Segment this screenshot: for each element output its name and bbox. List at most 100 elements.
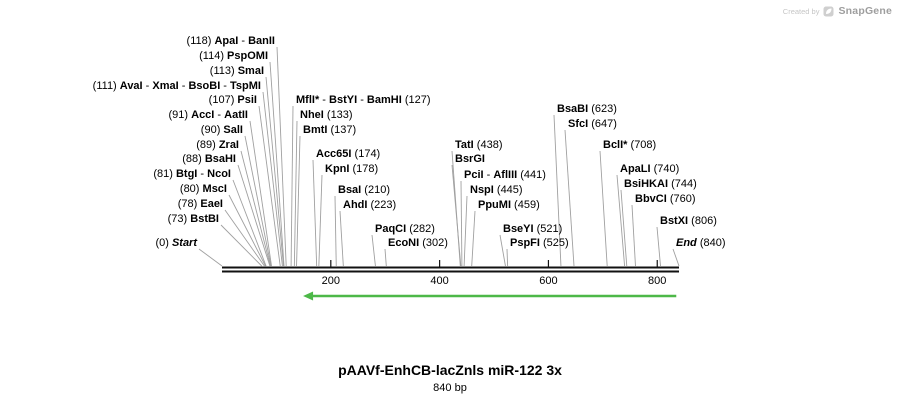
construct-length: 840 bp (433, 382, 467, 394)
enzyme-name-separator: - (178, 80, 189, 92)
enzyme-name: TatI (455, 139, 474, 151)
enzyme-name-separator: - (197, 168, 208, 180)
site-position-number: (744) (668, 178, 697, 190)
site-connector-line (318, 174, 323, 267)
enzyme-site-label: MflI* - BstYI - BamHI (127) (296, 94, 431, 107)
site-position-number: (459) (511, 199, 540, 211)
site-connector-line (460, 180, 463, 267)
enzyme-name: Acc65I (316, 148, 352, 160)
watermark-brand-text: SnapGene (838, 5, 892, 17)
site-position-number: (111) (92, 80, 120, 92)
site-position-number: (90) (200, 124, 224, 136)
site-connector-line (312, 159, 318, 267)
site-connector-line (499, 234, 506, 267)
site-connector-line (553, 114, 562, 267)
snapgene-logo-icon (823, 6, 834, 17)
site-position-number: (91) (168, 109, 192, 121)
enzyme-name: NcoI (207, 168, 231, 180)
site-connector-line (334, 195, 337, 267)
site-position-number: (223) (367, 199, 397, 211)
enzyme-name: BsaBI (557, 103, 589, 115)
enzyme-name: AccI (191, 109, 215, 121)
enzyme-site-label: (78) EaeI (178, 198, 223, 211)
site-connector-line (232, 179, 267, 267)
enzyme-name: BstYI (329, 94, 358, 106)
sequence-endpoint-label: End (840) (676, 237, 726, 250)
enzyme-name: EaeI (200, 198, 223, 210)
enzyme-site-label: BmtI (137) (303, 124, 356, 137)
enzyme-name: SfcI (568, 118, 589, 130)
site-connector-line (220, 224, 263, 267)
enzyme-name: EcoNI (388, 237, 420, 249)
watermark-created-by-text: Created by (782, 6, 820, 16)
enzyme-name: AatII (224, 109, 248, 121)
enzyme-site-label: BclI* (708) (603, 139, 656, 152)
enzyme-name: KpnI (325, 163, 350, 175)
enzyme-name: BtgI (175, 168, 198, 180)
site-position-number: (302) (419, 237, 448, 249)
enzyme-name: ApaI (214, 35, 239, 47)
enzyme-name: ApaLI (620, 163, 651, 175)
enzyme-name: BclI* (603, 139, 628, 151)
enzyme-name: ZraI (218, 139, 239, 151)
site-position-number: (441) (517, 169, 546, 181)
construct-title: pAAVf-EnhCB-lacZnls miR-122 3x (338, 362, 562, 378)
enzyme-site-label: PciI - AflIII (441) (464, 169, 546, 182)
enzyme-name: BmtI (303, 124, 328, 136)
enzyme-site-label: (113) SmaI (210, 65, 264, 78)
enzyme-site-label: (114) PspOMI (199, 50, 268, 63)
enzyme-site-label: BsrGI (455, 153, 485, 166)
enzyme-site-label: (80) MscI (180, 183, 227, 196)
site-position-number: (80) (179, 183, 203, 195)
enzyme-site-label: ApaLI (740) (620, 163, 679, 176)
enzyme-name: End (676, 237, 697, 249)
enzyme-name: BseYI (503, 223, 534, 235)
enzyme-site-label: (111) AvaI - XmaI - BsoBI - TspMI (93, 80, 261, 93)
enzyme-name: BanII (248, 35, 275, 47)
enzyme-site-label: SfcI (647) (568, 118, 617, 131)
enzyme-site-label: BsiHKAI (744) (624, 178, 697, 191)
enzyme-site-label: BseYI (521) (503, 223, 562, 236)
site-position-number: (174) (351, 148, 381, 160)
enzyme-name: BsrGI (455, 153, 485, 165)
axis-tick-label: 200 (321, 275, 340, 287)
enzyme-site-label: (89) ZraI (196, 139, 239, 152)
enzyme-site-label: PpuMI (459) (478, 199, 540, 212)
enzyme-name: AflIII (493, 169, 518, 181)
site-position-number: (107) (208, 94, 238, 106)
site-connector-line (249, 120, 272, 267)
site-position-number: (647) (588, 118, 617, 130)
axis-tick-label: 600 (539, 275, 558, 287)
site-connector-line (237, 164, 271, 267)
site-connector-line (296, 135, 301, 267)
enzyme-name: TspMI (230, 80, 261, 92)
enzyme-name-separator: - (357, 94, 367, 106)
site-connector-line (451, 164, 462, 267)
enzyme-name: AhdI (343, 199, 368, 211)
enzyme-name: PspOMI (227, 50, 268, 62)
site-position-number: (445) (493, 184, 523, 196)
site-position-number: (78) (177, 198, 201, 210)
enzyme-site-label: AhdI (223) (343, 199, 396, 212)
enzyme-site-label: (73) BstBI (168, 213, 219, 226)
enzyme-site-label: BstXI (806) (660, 215, 717, 228)
site-connector-line (339, 210, 344, 267)
enzyme-name-separator: - (214, 109, 225, 121)
enzyme-name: BbvCI (635, 193, 667, 205)
site-position-number: (525) (539, 237, 569, 249)
site-connector-line (463, 195, 468, 267)
site-connector-line (506, 248, 509, 267)
site-position-number: (127) (401, 94, 431, 106)
enzyme-name: PsiI (237, 94, 257, 106)
enzyme-name: PaqCI (375, 223, 407, 235)
enzyme-name: PciI (464, 169, 484, 181)
enzyme-name-separator: - (220, 80, 231, 92)
site-position-number: (118) (186, 35, 215, 47)
site-connector-line (631, 204, 636, 267)
enzyme-site-label: NspI (445) (470, 184, 523, 197)
site-connector-line (290, 105, 294, 267)
enzyme-site-label: BsaI (210) (338, 184, 390, 197)
enzyme-name-separator: - (483, 169, 494, 181)
